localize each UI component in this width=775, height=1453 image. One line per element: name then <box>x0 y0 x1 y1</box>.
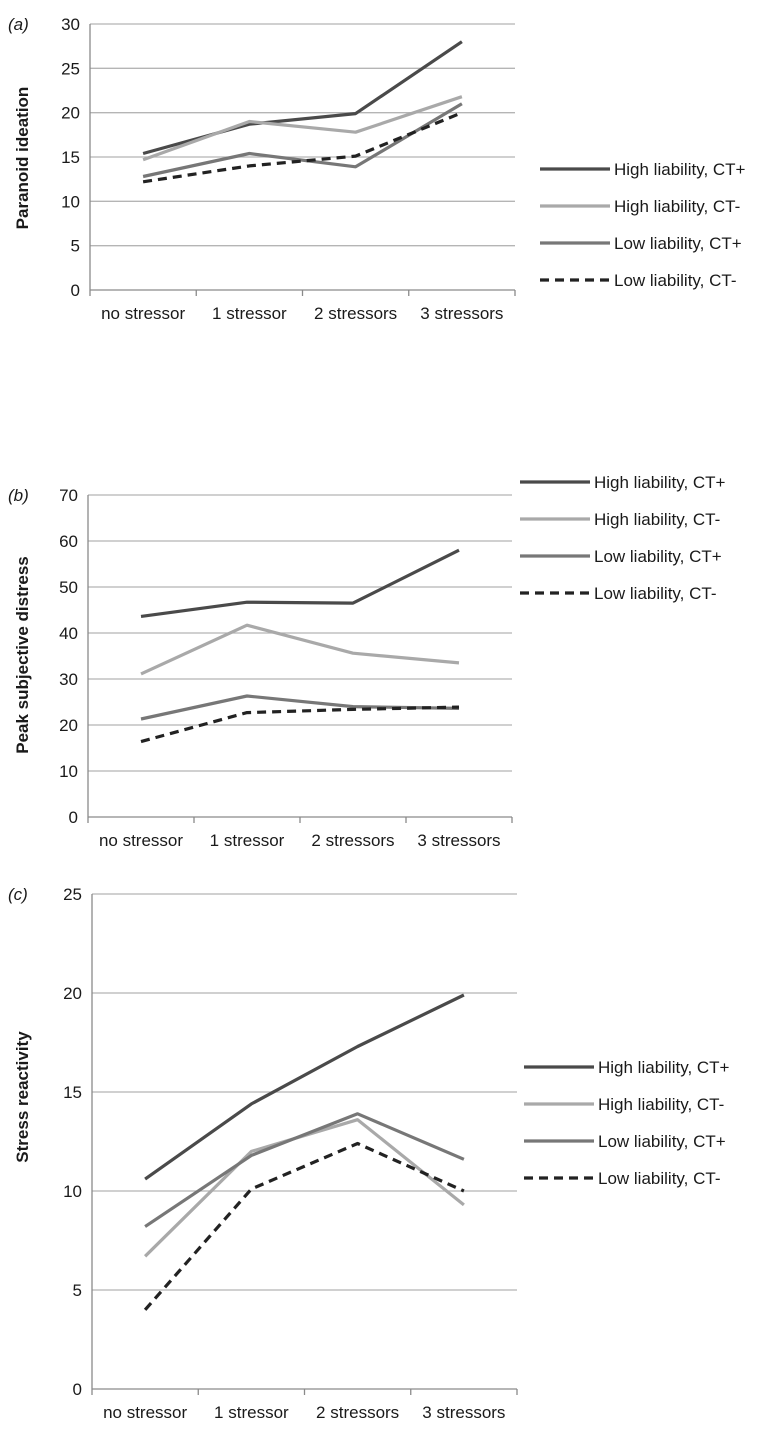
x-tick-label: 3 stressors <box>422 1403 505 1422</box>
series-line-2 <box>140 623 460 676</box>
y-tick-label: 5 <box>71 237 80 256</box>
panel-label: (a) <box>8 15 29 34</box>
x-tick-label: no stressor <box>103 1403 187 1422</box>
x-tick-label: 2 stressors <box>314 304 397 323</box>
y-tick-label: 60 <box>59 532 78 551</box>
y-tick-label: 30 <box>59 670 78 689</box>
x-tick-label: no stressor <box>99 831 183 850</box>
y-tick-label: 10 <box>63 1182 82 1201</box>
y-tick-label: 10 <box>61 192 80 211</box>
y-tick-label: 0 <box>69 808 78 827</box>
legend: High liability, CT+ High liability, CT- Lo… <box>520 473 726 603</box>
x-tick-label: 3 stressors <box>420 304 503 323</box>
legend-label: Low liability, CT- <box>614 271 737 290</box>
x-tick-label: 2 stressors <box>311 831 394 850</box>
legend-label: Low liability, CT+ <box>594 547 722 566</box>
legend-label: Low liability, CT+ <box>598 1132 726 1151</box>
y-tick-label: 25 <box>63 885 82 904</box>
series-line-4 <box>143 1141 465 1311</box>
y-axis-label: Stress reactivity <box>13 1031 32 1163</box>
y-tick-label: 15 <box>63 1083 82 1102</box>
y-tick-label: 50 <box>59 578 78 597</box>
legend-label: High liability, CT+ <box>598 1058 730 1077</box>
y-tick-label: 40 <box>59 624 78 643</box>
legend-label: High liability, CT- <box>614 197 740 216</box>
y-tick-label: 20 <box>61 104 80 123</box>
y-axis-label: Peak subjective distress <box>13 556 32 754</box>
legend: High liability, CT+ High liability, CT- Lo… <box>524 1058 730 1188</box>
y-tick-label: 10 <box>59 762 78 781</box>
legend-label: Low liability, CT+ <box>614 234 742 253</box>
x-tick-label: no stressor <box>101 304 185 323</box>
series-line-3 <box>140 694 460 721</box>
panel-label: (c) <box>8 885 28 904</box>
series-line-1 <box>144 993 465 1181</box>
series-line-4 <box>142 111 463 184</box>
series-line-1 <box>140 548 460 618</box>
y-tick-label: 15 <box>61 148 80 167</box>
y-tick-label: 20 <box>63 984 82 1003</box>
x-tick-label: 1 stressor <box>210 831 285 850</box>
x-tick-label: 2 stressors <box>316 1403 399 1422</box>
chart-panel-2: 0 10 20 30 40 50 60 70 no stressor 1 stressor 2 st… <box>8 473 726 850</box>
x-tick-label: 1 stressor <box>212 304 287 323</box>
series-line-3 <box>144 1112 465 1228</box>
chart-panel-1: 0 5 10 15 20 25 30 no stressor 1 stressor 2 stres… <box>8 15 746 323</box>
chart-panel-3: 0 5 10 15 20 25 no stressor 1 stressor 2 stresso… <box>8 885 730 1422</box>
y-tick-label: 70 <box>59 486 78 505</box>
y-tick-label: 20 <box>59 716 78 735</box>
panel-label: (b) <box>8 486 29 505</box>
legend: High liability, CT+ High liability, CT- Lo… <box>540 160 746 290</box>
y-tick-label: 25 <box>61 59 80 78</box>
y-tick-label: 5 <box>73 1281 82 1300</box>
legend-label: High liability, CT- <box>598 1095 724 1114</box>
legend-label: High liability, CT+ <box>614 160 746 179</box>
legend-label: Low liability, CT- <box>598 1169 721 1188</box>
y-tick-label: 30 <box>61 15 80 34</box>
series-line-1 <box>142 40 463 156</box>
legend-label: High liability, CT- <box>594 510 720 529</box>
x-tick-label: 3 stressors <box>417 831 500 850</box>
y-tick-label: 0 <box>71 281 80 300</box>
series-line-2 <box>142 95 463 162</box>
y-tick-label: 0 <box>73 1380 82 1399</box>
x-tick-label: 1 stressor <box>214 1403 289 1422</box>
legend-label: High liability, CT+ <box>594 473 726 492</box>
legend-label: Low liability, CT- <box>594 584 717 603</box>
y-axis-label: Paranoid ideation <box>13 87 32 230</box>
